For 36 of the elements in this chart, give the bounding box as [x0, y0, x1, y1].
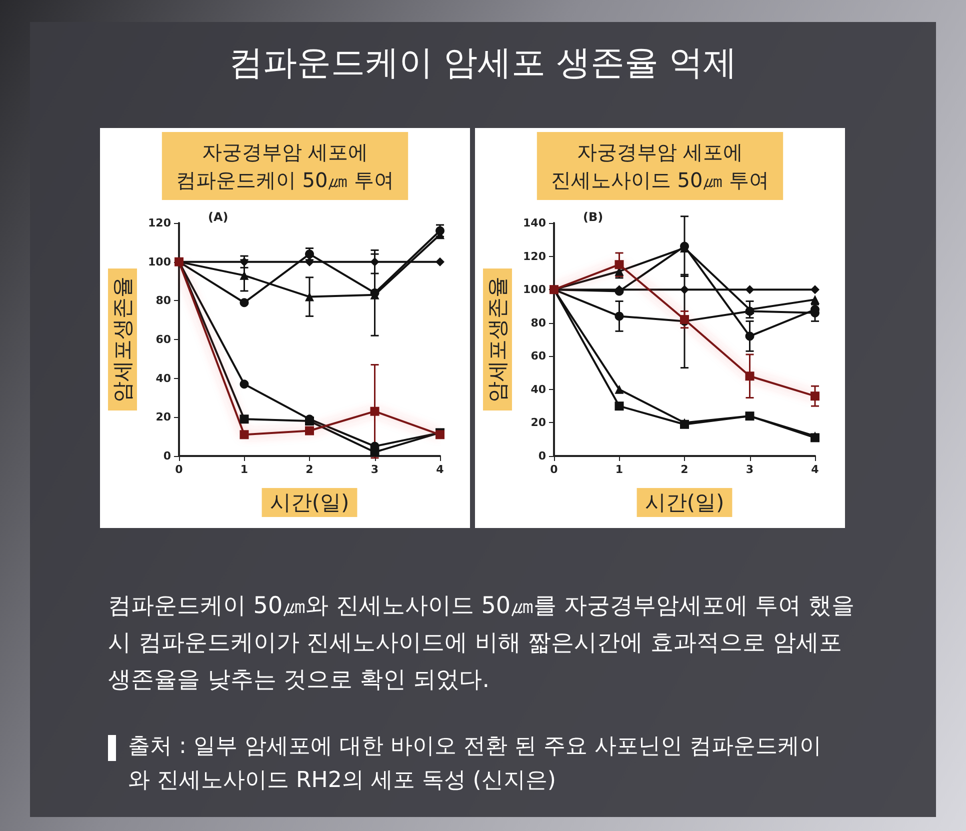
y-axis-title: 암세포생존율 [486, 276, 510, 402]
text: 컴파운드케이 암세포 생존율 억제 [228, 42, 738, 85]
chart-subtitle: 자궁경부암 세포에 컴파운드케이 50㎛ 투여 [176, 140, 394, 192]
x-tick-label: 0 [175, 463, 184, 476]
y-tick-label: 100 [523, 283, 546, 296]
y-tick-label: 20 [530, 416, 546, 430]
x-tick-label: 4 [811, 463, 820, 476]
x-axis-title: 시간(일) [644, 490, 724, 514]
y-axis-title: 암세포생존율 [110, 276, 134, 402]
chart-subtitle: 자궁경부암 세포에 진세노사이드 50㎛ 투여 [550, 140, 770, 192]
y-tick-label: 20 [156, 410, 172, 424]
y-tick-label: 0 [163, 450, 172, 462]
annotation: (B) [583, 210, 604, 224]
y-tick-label: 100 [148, 255, 172, 268]
y-tick-label: 140 [523, 216, 546, 230]
x-tick-label: 1 [615, 463, 624, 476]
x-axis-title: 시간(일) [270, 490, 350, 514]
y-tick-label: 60 [530, 350, 546, 363]
x-tick-label: 2 [306, 463, 314, 476]
x-tick-label: 2 [680, 463, 688, 476]
y-tick-label: 0 [538, 450, 546, 462]
x-tick-label: 0 [550, 463, 558, 476]
x-tick-label: 3 [746, 463, 754, 476]
annotation: (A) [208, 210, 228, 224]
y-tick-label: 80 [530, 316, 546, 330]
x-tick-label: 4 [436, 463, 444, 476]
x-tick-label: 1 [240, 463, 248, 476]
y-tick-label: 120 [523, 250, 546, 263]
y-tick-label: 60 [156, 333, 172, 346]
y-tick-label: 40 [530, 382, 546, 396]
y-tick-label: 120 [148, 216, 172, 230]
text: 컴파운드케이 50㎛와 진세노사이드 50㎛를 자궁경부암세포에 투여 했을 시 컴파운드케이가 진세노사이드에 비해 짧은시간에 효과적으로 암세포 생존율을 낮추는 것으로 확인 되었다. [108, 592, 856, 695]
y-tick-label: 40 [156, 372, 172, 385]
x-tick-label: 3 [370, 463, 379, 476]
source-note: 출처 : 일부 암세포에 대한 바이오 전환 된 주요 사포닌인 컴파운드케이와 진세노사이드 RH2의 세포 독성 (신지은) [128, 733, 822, 795]
y-tick-label: 80 [156, 294, 172, 308]
